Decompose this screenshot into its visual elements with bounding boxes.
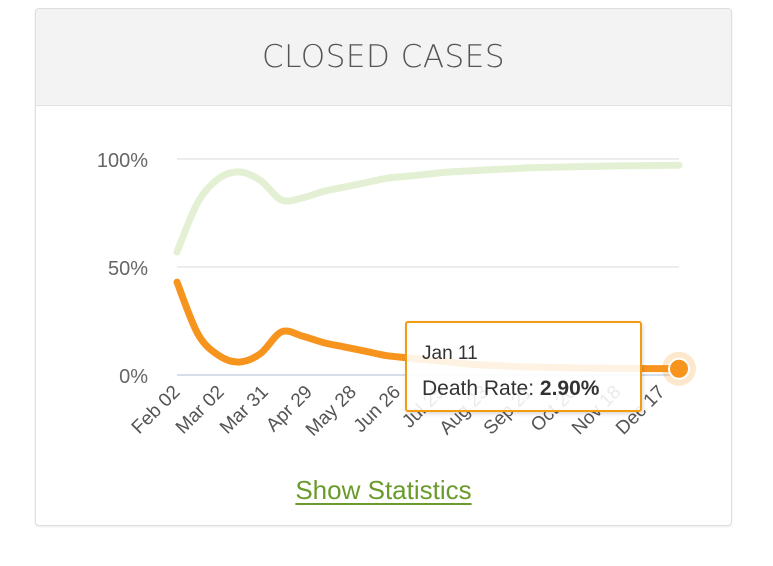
tooltip-line: Death Rate: 2.90% bbox=[422, 377, 640, 401]
x-tick-label: Mar 31 bbox=[216, 382, 273, 439]
card-header: CLOSED CASES bbox=[36, 9, 731, 106]
x-tick-label: May 28 bbox=[302, 382, 361, 441]
x-tick-label: Mar 02 bbox=[172, 382, 229, 439]
tooltip-date: Jan 11 bbox=[422, 343, 478, 364]
y-tick-label: 0% bbox=[119, 366, 148, 388]
tooltip-metric-label: Death Rate: bbox=[422, 377, 540, 400]
y-tick-label: 100% bbox=[97, 150, 148, 172]
chart-tooltip: Jan 11 Death Rate: 2.90% bbox=[405, 321, 642, 412]
card-title: CLOSED CASES bbox=[262, 39, 505, 75]
show-statistics-link[interactable]: Show Statistics bbox=[295, 475, 472, 505]
highlight-point bbox=[668, 357, 690, 380]
recovery-rate-line bbox=[173, 161, 683, 256]
tooltip-metric-value: 2.90% bbox=[539, 377, 600, 400]
x-tick-label: Feb 02 bbox=[128, 382, 185, 439]
closed-cases-card: CLOSED CASES 0% 50% 100% Feb 02 Mar 02 Mar 31… bbox=[35, 8, 732, 526]
x-tick-label: Jun 26 bbox=[350, 382, 405, 437]
show-statistics-container: Show Statistics bbox=[36, 475, 731, 506]
y-tick-label: 50% bbox=[108, 258, 148, 280]
